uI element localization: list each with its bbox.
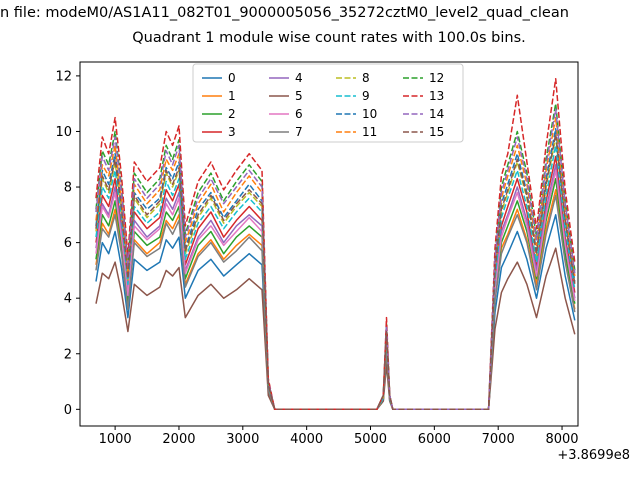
series-line-14: [95, 108, 576, 411]
y-tick-label-10: 10: [55, 125, 72, 140]
legend-label-0: 0: [228, 71, 236, 85]
series-line-12: [95, 102, 576, 411]
x-tick-label-4000: 4000: [290, 432, 323, 447]
legend-label-12: 12: [429, 71, 444, 85]
axes-frame: [79, 61, 579, 427]
x-tick-label-8000: 8000: [545, 432, 578, 447]
x-axis-offset-label: +3.8699e8: [557, 448, 630, 463]
legend-label-5: 5: [295, 89, 303, 103]
series-line-13: [95, 77, 576, 411]
y-tick-label-12: 12: [55, 69, 72, 84]
y-tick-label-4: 4: [64, 292, 72, 307]
x-tick-label-2000: 2000: [162, 432, 195, 447]
file-path-title: n file: modeM0/AS1A11_082T01_9000005056_…: [0, 5, 569, 21]
legend-label-1: 1: [228, 89, 236, 103]
series-line-7: [95, 194, 576, 411]
chart-title: Quadrant 1 module wise count rates with …: [132, 30, 526, 46]
legend-label-10: 10: [362, 107, 377, 121]
series-line-15: [95, 133, 576, 411]
legend-label-6: 6: [295, 107, 303, 121]
y-tick-label-8: 8: [64, 181, 72, 196]
series-line-4: [95, 164, 576, 411]
legend-label-11: 11: [362, 125, 377, 139]
x-tick-label-5000: 5000: [354, 432, 387, 447]
legend-label-2: 2: [228, 107, 236, 121]
x-tick-label-1000: 1000: [99, 432, 132, 447]
x-tick-label-7000: 7000: [482, 432, 515, 447]
legend-label-3: 3: [228, 125, 236, 139]
suptitle-container: n file: modeM0/AS1A11_082T01_9000005056_…: [0, 0, 640, 24]
legend-label-15: 15: [429, 125, 444, 139]
y-tick-label-6: 6: [64, 236, 72, 251]
y-tick-label-0: 0: [64, 403, 72, 418]
legend-label-14: 14: [429, 107, 444, 121]
legend-label-13: 13: [429, 89, 444, 103]
series-line-9: [95, 144, 576, 411]
x-tick-label-3000: 3000: [226, 432, 259, 447]
legend-label-9: 9: [362, 89, 370, 103]
y-tick-label-2: 2: [64, 347, 72, 362]
legend-box: [192, 63, 464, 143]
series-line-8: [95, 136, 576, 411]
x-tick-label-6000: 6000: [418, 432, 451, 447]
legend-label-7: 7: [295, 125, 303, 139]
legend-label-4: 4: [295, 71, 303, 85]
legend-label-8: 8: [362, 71, 370, 85]
series-line-5: [95, 247, 576, 411]
